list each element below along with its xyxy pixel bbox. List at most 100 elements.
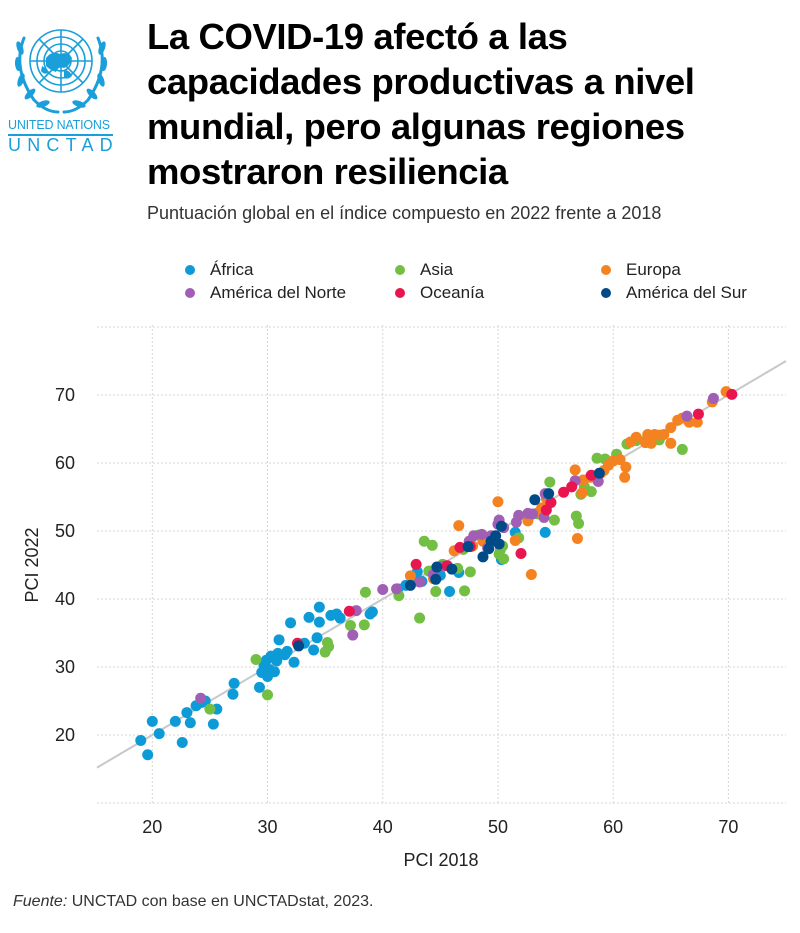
legend-item-europa: Europa <box>601 260 681 280</box>
data-point <box>228 677 240 689</box>
logo-unctad-text: UNCTAD <box>8 135 119 155</box>
legend-item-oceania: Oceanía <box>395 283 484 303</box>
data-point <box>543 488 555 500</box>
legend-label: América del Norte <box>210 283 347 302</box>
data-point <box>495 520 507 532</box>
source-label: Fuente: <box>13 893 68 910</box>
data-point <box>569 464 581 476</box>
y-tick-label: 50 <box>55 521 75 541</box>
y-axis-label: PCI 2022 <box>22 527 42 602</box>
data-point <box>539 526 551 538</box>
data-point <box>142 749 154 761</box>
data-point <box>614 454 626 466</box>
legend-item-america-del-norte: América del Norte <box>185 283 346 303</box>
un-emblem-icon <box>6 18 116 158</box>
legend-label: África <box>210 260 254 279</box>
data-point <box>453 520 465 532</box>
data-point <box>493 538 505 550</box>
data-point <box>288 656 300 668</box>
data-point <box>492 496 504 508</box>
data-point <box>431 561 443 573</box>
data-point <box>358 619 370 631</box>
data-point <box>630 431 642 443</box>
data-point <box>181 707 193 719</box>
data-point <box>566 481 578 493</box>
legend-marker <box>185 265 195 275</box>
data-point <box>366 606 378 618</box>
data-point <box>658 428 670 440</box>
legend-label: Europa <box>626 260 681 279</box>
data-point <box>334 612 346 624</box>
x-tick-label: 20 <box>142 817 162 837</box>
data-point <box>391 583 403 595</box>
data-point <box>285 617 297 629</box>
legend-item-america-del-sur: América del Sur <box>601 283 747 303</box>
y-tick-label: 20 <box>55 725 75 745</box>
source-text: UNCTAD con base en UNCTADstat, 2023. <box>67 893 374 910</box>
logo-united-nations-text: UNITED NATIONS <box>8 118 110 132</box>
data-point <box>176 736 188 748</box>
data-point <box>676 443 688 455</box>
x-axis-ticks: 20 30 40 50 60 70 <box>142 817 738 837</box>
data-point <box>707 392 719 404</box>
data-point <box>347 629 359 641</box>
data-point <box>344 620 356 632</box>
data-point <box>273 634 285 646</box>
data-point <box>515 547 527 559</box>
data-point <box>545 496 557 508</box>
data-point <box>548 514 560 526</box>
data-point <box>476 528 488 540</box>
data-point <box>184 717 196 729</box>
data-point <box>464 566 476 578</box>
data-point <box>250 654 262 666</box>
data-point <box>268 666 280 678</box>
y-axis-ticks: 20 30 40 50 60 70 <box>55 385 75 745</box>
logo-divider <box>8 134 113 136</box>
series-ocean-a <box>291 388 738 649</box>
data-point <box>665 422 677 434</box>
data-point <box>585 486 597 498</box>
x-tick-label: 40 <box>373 817 393 837</box>
data-point <box>513 509 525 521</box>
data-point <box>204 703 216 715</box>
data-point <box>665 437 677 449</box>
series--frica <box>135 526 551 761</box>
data-point <box>593 467 605 479</box>
data-point <box>308 644 320 656</box>
data-point <box>135 734 147 746</box>
x-tick-label: 30 <box>258 817 278 837</box>
legend-marker <box>601 288 611 298</box>
data-point <box>619 471 631 483</box>
x-tick-label: 70 <box>718 817 738 837</box>
data-point <box>311 632 323 644</box>
legend-item-asia: Asia <box>395 260 453 280</box>
data-point <box>430 586 442 598</box>
data-point <box>253 681 265 693</box>
data-point <box>571 533 583 545</box>
data-point <box>414 612 426 624</box>
legend-item-africa: África <box>185 260 253 280</box>
data-point <box>323 641 335 653</box>
data-point <box>477 551 489 563</box>
legend-label: Oceanía <box>420 283 485 302</box>
data-point <box>281 645 293 657</box>
data-point <box>446 563 458 575</box>
data-point <box>404 579 416 591</box>
data-point <box>558 486 570 498</box>
x-tick-label: 50 <box>488 817 508 837</box>
data-point <box>410 558 422 570</box>
data-point <box>430 573 442 585</box>
x-axis-label: PCI 2018 <box>403 850 478 870</box>
data-point <box>620 461 632 473</box>
data-point <box>544 476 556 488</box>
x-tick-label: 60 <box>603 817 623 837</box>
data-point <box>692 408 704 420</box>
data-points <box>135 386 738 761</box>
data-point <box>691 416 703 428</box>
y-tick-label: 60 <box>55 453 75 473</box>
data-point <box>726 388 738 400</box>
data-point <box>146 715 158 727</box>
y-tick-label: 70 <box>55 385 75 405</box>
legend: África América del Norte Asia Oceanía Eu… <box>185 260 785 310</box>
